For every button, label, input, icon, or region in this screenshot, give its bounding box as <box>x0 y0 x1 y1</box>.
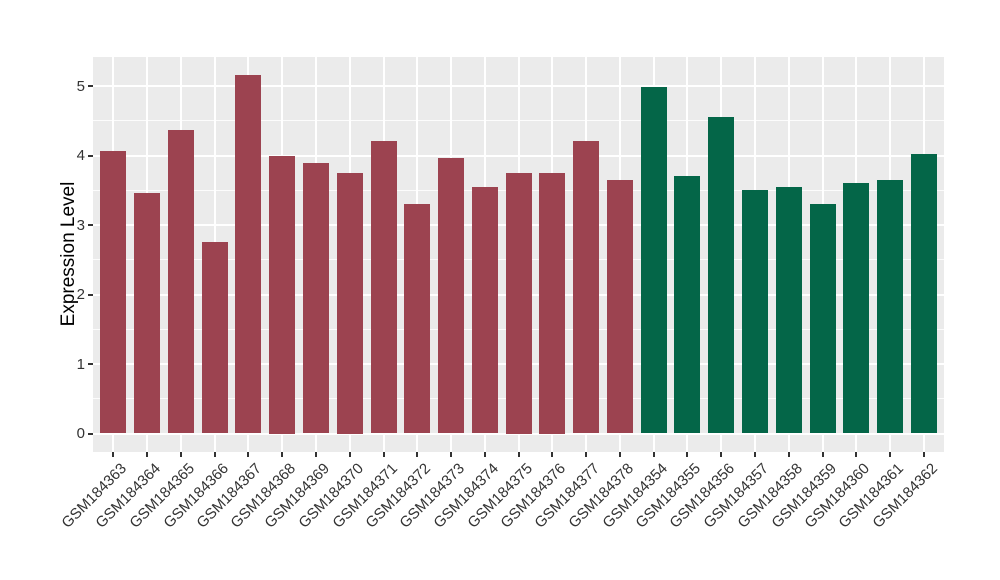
bar-GSM184360 <box>843 183 870 434</box>
x-axis-tick <box>720 452 723 457</box>
x-axis-tick <box>416 452 419 457</box>
x-axis-tick <box>213 452 216 457</box>
bar-GSM184358 <box>775 186 802 434</box>
bar-GSM184354 <box>640 86 667 434</box>
bar-GSM184375 <box>505 172 532 434</box>
bar-GSM184368 <box>269 155 296 434</box>
y-tick-label: 3 <box>76 216 85 234</box>
bar-GSM184363 <box>100 150 127 434</box>
y-axis-tick <box>88 293 93 296</box>
x-axis-tick <box>686 452 689 457</box>
x-axis-tick <box>618 452 621 457</box>
x-axis-tick <box>146 452 149 457</box>
bar-GSM184377 <box>573 140 600 434</box>
y-tick-label: 1 <box>76 355 85 373</box>
bar-GSM184362 <box>910 154 937 434</box>
x-axis-tick <box>855 452 858 457</box>
bar-GSM184369 <box>303 163 330 434</box>
x-axis-tick <box>754 452 757 457</box>
bar-GSM184359 <box>809 204 836 434</box>
x-axis-tick <box>450 452 453 457</box>
x-axis-tick <box>551 452 554 457</box>
y-axis-title: Expression Level <box>58 181 79 327</box>
bar-GSM184365 <box>167 130 194 434</box>
y-axis-tick <box>88 224 93 226</box>
x-axis-tick <box>483 452 486 457</box>
x-axis-tick <box>585 452 588 457</box>
x-axis-tick <box>652 452 655 457</box>
x-axis-tick <box>281 452 284 457</box>
x-axis-tick <box>889 452 892 457</box>
bar-GSM184355 <box>674 176 701 434</box>
y-axis-tick <box>88 85 93 87</box>
y-tick-label: 4 <box>76 147 85 164</box>
y-tick-label: 0 <box>76 425 85 442</box>
y-tick-label: 5 <box>76 77 85 95</box>
bar-GSM184367 <box>235 74 262 434</box>
bar-GSM184378 <box>606 179 633 434</box>
y-axis-tick <box>88 432 93 435</box>
x-axis-tick <box>112 452 115 457</box>
bar-GSM184364 <box>134 193 161 434</box>
plot-panel <box>93 57 944 452</box>
y-axis-tick <box>88 363 93 365</box>
x-axis-tick <box>348 452 351 457</box>
y-axis-tick <box>88 154 93 157</box>
x-axis-tick <box>179 452 182 457</box>
y-tick-label: 2 <box>76 286 85 303</box>
x-axis-tick <box>922 452 925 457</box>
x-axis-tick <box>517 452 520 457</box>
bar-GSM184374 <box>471 186 498 434</box>
bar-GSM184372 <box>404 204 431 434</box>
x-axis-tick <box>382 452 385 457</box>
bar-GSM184370 <box>336 172 363 434</box>
x-axis-tick <box>247 452 250 457</box>
bar-GSM184373 <box>438 157 465 434</box>
bar-GSM184371 <box>370 140 397 434</box>
x-axis-tick <box>787 452 790 457</box>
bar-GSM184366 <box>201 241 228 434</box>
bar-GSM184357 <box>742 189 769 434</box>
bar-GSM184376 <box>539 172 566 434</box>
bar-GSM184361 <box>877 179 904 434</box>
x-axis-tick <box>821 452 824 457</box>
bar-GSM184356 <box>708 116 735 434</box>
x-axis-tick <box>315 452 318 457</box>
